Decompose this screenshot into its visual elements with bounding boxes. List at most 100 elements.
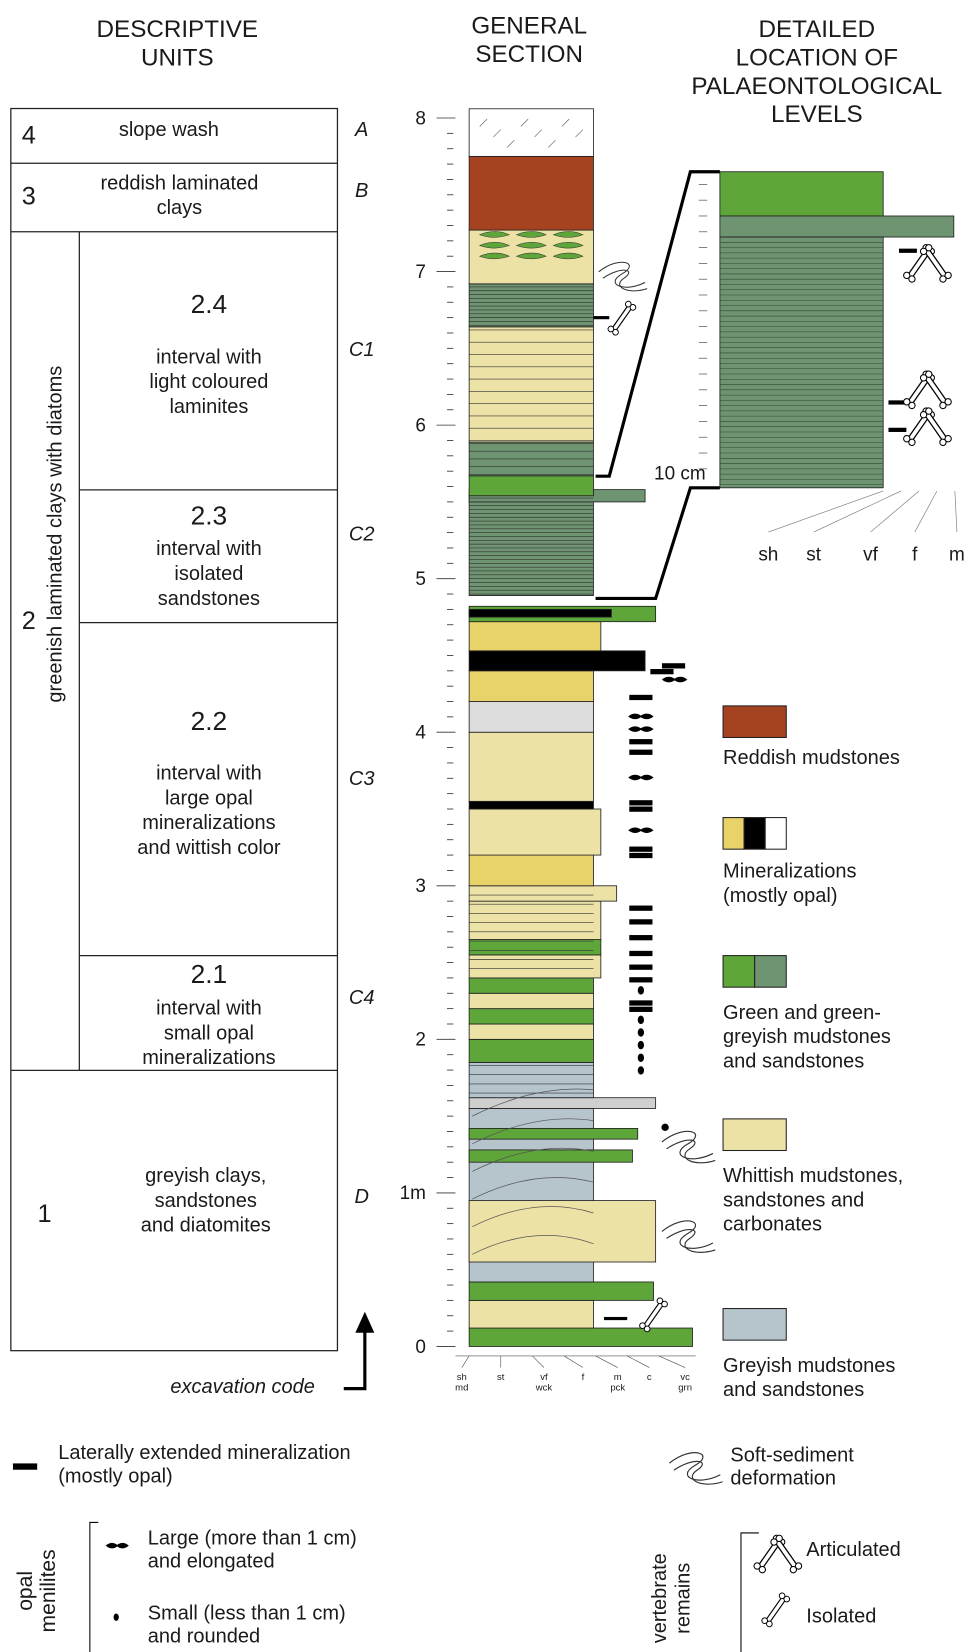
symbol-label: deformation — [730, 1467, 836, 1489]
layer — [469, 284, 593, 327]
menilite-small — [638, 1041, 644, 1049]
symbol-group-title: remains — [672, 1563, 694, 1634]
grain-size-label: grn — [678, 1383, 692, 1394]
menilite-small — [114, 1614, 119, 1621]
grain-tick — [564, 1356, 583, 1368]
grain-tick — [532, 1356, 544, 1368]
subunit-number: 2.2 — [191, 706, 228, 736]
grain-tick — [596, 1356, 618, 1368]
detail-grain-label: vf — [863, 545, 878, 566]
menilite-bar — [629, 807, 652, 812]
symbol-label: Large (more than 1 cm) — [148, 1528, 357, 1550]
menilite-bar — [629, 800, 652, 805]
detail-grain-label: f — [912, 545, 918, 566]
menilite-small — [638, 1066, 644, 1074]
excavation-code-label: excavation code — [170, 1376, 315, 1398]
layer — [469, 1328, 692, 1346]
detail-layer — [720, 237, 883, 488]
legend-swatch — [723, 956, 755, 988]
menilite-small — [638, 1054, 644, 1062]
layer — [469, 1098, 655, 1109]
menilite-bar — [629, 1000, 652, 1005]
grain-tick — [462, 1356, 469, 1368]
layer — [469, 801, 593, 809]
bone-icon — [607, 300, 637, 336]
detail-grain-label: st — [806, 545, 821, 566]
excavation-code: C4 — [349, 987, 375, 1009]
mineral-dash — [604, 1317, 627, 1320]
bone-icon — [919, 243, 952, 283]
menilite-bracket — [90, 1522, 98, 1652]
fold — [669, 1453, 720, 1480]
symbol-group-title: menilites — [37, 1549, 60, 1632]
fold — [599, 262, 645, 287]
layer — [469, 978, 593, 993]
bone-fill — [911, 415, 928, 439]
excavation-code: D — [354, 1186, 368, 1208]
subunit-description: small opal — [164, 1022, 254, 1044]
layer — [469, 1300, 593, 1328]
legend-swatch — [765, 818, 786, 850]
menilite-bar — [629, 750, 652, 755]
layer — [469, 955, 601, 978]
menilite-large — [629, 714, 652, 718]
symbol-label: and rounded — [148, 1626, 260, 1648]
vertebrate-bracket — [741, 1533, 759, 1652]
legend-label: Mineralizations — [723, 861, 856, 883]
layer — [469, 1024, 593, 1039]
layer — [469, 940, 601, 955]
detail-connector — [596, 488, 720, 599]
grain-size-label: c — [647, 1372, 652, 1383]
symbol-label: Isolated — [806, 1606, 876, 1628]
menilite-bar — [629, 1007, 652, 1012]
menilite-large — [663, 677, 686, 681]
scale-label: 3 — [415, 876, 426, 897]
fold — [603, 270, 647, 291]
scale-label: 7 — [415, 262, 426, 283]
menilite-large — [629, 727, 652, 731]
menilite-bar — [629, 977, 652, 982]
grain-size-label: vf — [540, 1372, 548, 1383]
bone-fill — [761, 1542, 778, 1566]
subunit-description: laminites — [169, 396, 248, 418]
excavation-arrow — [344, 1330, 365, 1389]
menilite-bar — [629, 965, 652, 970]
symbol-label: Soft-sediment — [730, 1444, 854, 1466]
scale-label: 4 — [415, 723, 426, 744]
bone-icon — [919, 370, 952, 410]
subunit-description: mineralizations — [142, 1047, 275, 1069]
bone-fill — [778, 1542, 795, 1566]
layer — [469, 886, 617, 901]
grain-size-label: m — [614, 1372, 622, 1383]
layer — [469, 993, 593, 1008]
scale-label: 8 — [415, 108, 426, 129]
header: GENERAL — [471, 13, 587, 40]
layer — [469, 671, 593, 702]
bone-fill — [646, 1304, 661, 1326]
menilite-bar — [629, 695, 652, 700]
layer — [469, 1062, 593, 1097]
menilite-bar — [650, 669, 673, 674]
bone-icon — [770, 1534, 803, 1574]
bone-fill — [927, 251, 944, 275]
menilite-bar — [662, 663, 685, 668]
legend-label: and sandstones — [723, 1379, 864, 1401]
legend-label: greyish mudstones — [723, 1026, 891, 1048]
detail-grain-tick — [955, 491, 957, 532]
detail-grain-tick — [915, 491, 937, 532]
figure: DESCRIPTIVEUNITSGENERALSECTIONDETAILEDLO… — [0, 0, 972, 1652]
menilite-bar — [629, 919, 652, 924]
scale-label: 5 — [415, 569, 426, 590]
symbol-label: and elongated — [148, 1551, 275, 1573]
subunit-description: light coloured — [149, 371, 268, 393]
layer — [469, 109, 593, 157]
bone-fill — [927, 415, 944, 439]
menilite-large — [107, 1543, 128, 1547]
layer — [469, 732, 593, 801]
excavation-arrowhead — [355, 1312, 374, 1333]
grain-size-label: vc — [680, 1372, 690, 1383]
detail-connector — [596, 172, 720, 476]
menilite-large — [629, 828, 652, 832]
bone-fill — [911, 251, 928, 275]
detail-grain-tick — [871, 491, 919, 532]
